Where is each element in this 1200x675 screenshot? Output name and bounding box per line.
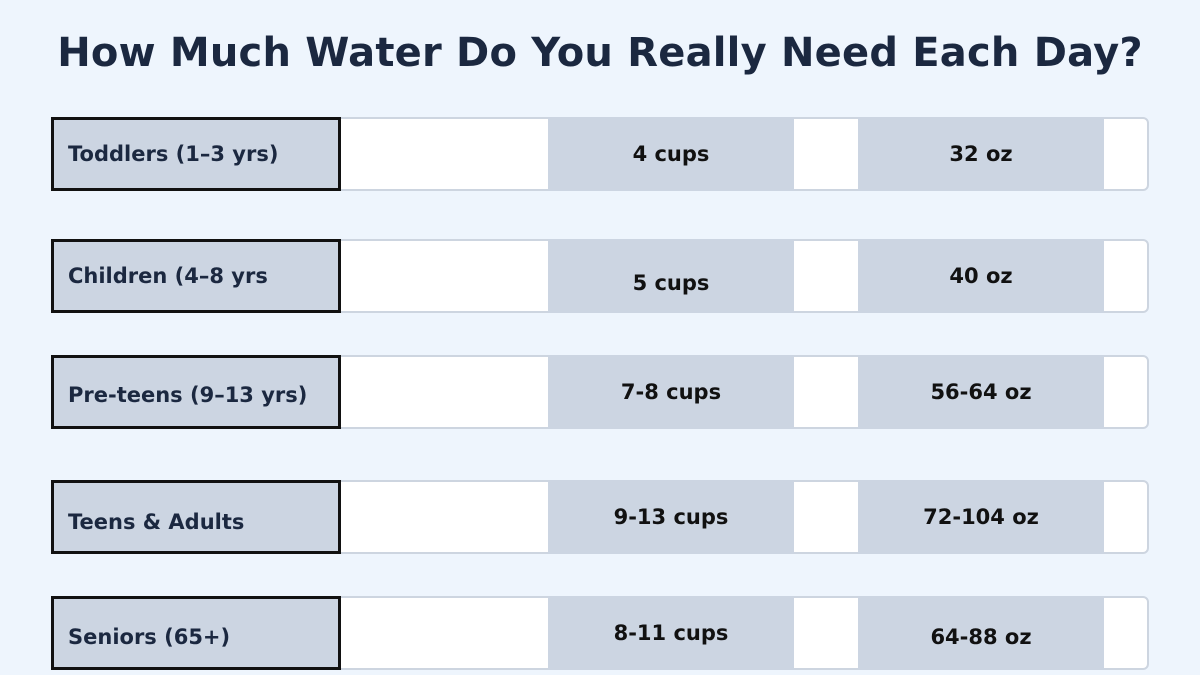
cups-value: 7-8 cups — [620, 380, 722, 404]
ounces-value: 72-104 oz — [923, 505, 1039, 529]
cups-cell: 9-13 cups — [548, 480, 794, 554]
cups-cell: 5 cups — [548, 239, 794, 313]
ounces-cell: 40 oz — [858, 239, 1104, 313]
cups-cell: 8-11 cups — [548, 596, 794, 670]
table-row-toddlers: Toddlers (1–3 yrs) 4 cups 32 oz — [51, 117, 1149, 191]
table-row-seniors: Seniors (65+) 8-11 cups 64-88 oz — [51, 596, 1149, 670]
ounces-value: 56-64 oz — [930, 380, 1032, 404]
cups-value: 5 cups — [632, 271, 710, 295]
age-group-cell: Teens & Adults — [51, 480, 341, 554]
cups-value: 4 cups — [632, 142, 710, 166]
age-group-cell: Seniors (65+) — [51, 596, 341, 670]
cups-cell: 4 cups — [548, 117, 794, 191]
age-group-cell: Pre-teens (9–13 yrs) — [51, 355, 341, 429]
age-group-cell: Toddlers (1–3 yrs) — [51, 117, 341, 191]
age-group-label: Seniors (65+) — [68, 625, 231, 649]
cups-cell: 7-8 cups — [548, 355, 794, 429]
ounces-value: 40 oz — [949, 264, 1013, 288]
ounces-value: 32 oz — [949, 142, 1013, 166]
cups-value: 9-13 cups — [613, 505, 729, 529]
ounces-value: 64-88 oz — [930, 625, 1032, 649]
age-group-cell: Children (4–8 yrs — [51, 239, 341, 313]
ounces-cell: 64-88 oz — [858, 596, 1104, 670]
ounces-cell: 32 oz — [858, 117, 1104, 191]
age-group-label: Pre-teens (9–13 yrs) — [68, 383, 308, 407]
table-row-teens-adults: Teens & Adults 9-13 cups 72-104 oz — [51, 480, 1149, 554]
table-row-children: Children (4–8 yrs 5 cups 40 oz — [51, 239, 1149, 313]
age-group-label: Children (4–8 yrs — [68, 264, 268, 288]
age-group-label: Toddlers (1–3 yrs) — [68, 142, 279, 166]
age-group-label: Teens & Adults — [68, 510, 245, 534]
ounces-cell: 56-64 oz — [858, 355, 1104, 429]
table-row-preteens: Pre-teens (9–13 yrs) 7-8 cups 56-64 oz — [51, 355, 1149, 429]
ounces-cell: 72-104 oz — [858, 480, 1104, 554]
page-title: How Much Water Do You Really Need Each D… — [57, 30, 1143, 76]
cups-value: 8-11 cups — [613, 621, 729, 645]
